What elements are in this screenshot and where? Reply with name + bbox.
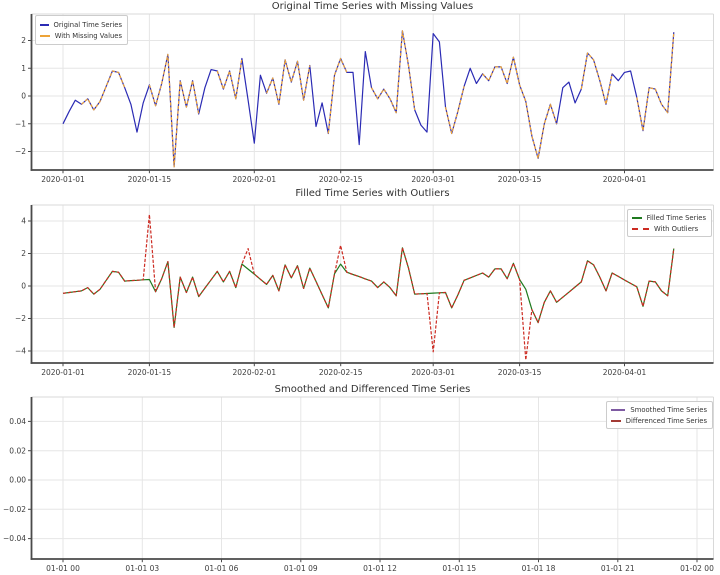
svg-text:2020-01-15: 2020-01-15 [128, 368, 172, 377]
svg-text:2020-04-01: 2020-04-01 [603, 368, 647, 377]
svg-text:2020-03-15: 2020-03-15 [498, 368, 542, 377]
svg-text:2020-03-15: 2020-03-15 [498, 175, 542, 184]
svg-text:−0.02: −0.02 [3, 505, 26, 514]
svg-text:2020-04-01: 2020-04-01 [603, 175, 647, 184]
legend-entry: With Missing Values [40, 32, 122, 41]
svg-text:2020-01-01: 2020-01-01 [41, 368, 85, 377]
svg-text:2020-01-15: 2020-01-15 [128, 175, 172, 184]
line-sample-icon [632, 217, 642, 219]
line-sample-icon [632, 228, 649, 230]
svg-text:−2: −2 [15, 147, 26, 156]
svg-text:0.02: 0.02 [9, 446, 26, 455]
legend-label: Original Time Series [53, 20, 122, 29]
svg-text:0.00: 0.00 [9, 476, 26, 485]
plot2-title: Filled Time Series with Outliers [295, 188, 450, 199]
legend-label: Differenced Time Series [625, 416, 707, 425]
svg-text:−0.04: −0.04 [3, 534, 26, 543]
svg-text:01-01 00: 01-01 00 [46, 564, 80, 573]
svg-text:01-01 12: 01-01 12 [363, 564, 397, 573]
legend-entry: With Outliers [632, 225, 706, 234]
legend-entry: Filled Time Series [632, 214, 706, 223]
svg-text:01-01 18: 01-01 18 [522, 564, 556, 573]
svg-text:2: 2 [21, 249, 26, 258]
svg-text:01-02 00: 01-02 00 [680, 564, 714, 573]
svg-text:0: 0 [21, 92, 26, 101]
svg-text:01-01 06: 01-01 06 [205, 564, 239, 573]
svg-text:2020-01-01: 2020-01-01 [41, 175, 85, 184]
plot1-legend: Original Time Series With Missing Values [35, 15, 128, 45]
svg-text:01-01 03: 01-01 03 [125, 564, 159, 573]
svg-text:2020-02-15: 2020-02-15 [319, 368, 363, 377]
legend-entry: Original Time Series [40, 21, 122, 30]
line-sample-icon [611, 409, 626, 411]
svg-text:2020-03-01: 2020-03-01 [411, 368, 455, 377]
legend-entry: Smoothed Time Series [611, 406, 707, 415]
line-sample-icon [40, 24, 49, 26]
svg-text:4: 4 [21, 217, 26, 226]
svg-text:01-01 21: 01-01 21 [601, 564, 635, 573]
plot3-title: Smoothed and Differenced Time Series [274, 384, 471, 395]
legend-label: With Outliers [654, 224, 699, 233]
svg-text:2: 2 [21, 36, 26, 45]
svg-text:2020-02-01: 2020-02-01 [233, 175, 277, 184]
svg-text:−4: −4 [15, 347, 26, 356]
svg-text:2020-02-15: 2020-02-15 [319, 175, 363, 184]
line-sample-icon [611, 420, 621, 422]
legend-label: Filled Time Series [646, 213, 706, 222]
svg-text:−2: −2 [15, 314, 26, 323]
svg-text:01-01 15: 01-01 15 [442, 564, 476, 573]
svg-text:1: 1 [21, 64, 26, 73]
svg-text:2020-03-01: 2020-03-01 [411, 175, 455, 184]
plot2-legend: Filled Time Series With Outliers [627, 209, 712, 237]
svg-text:0.04: 0.04 [9, 417, 26, 426]
svg-text:−1: −1 [15, 119, 26, 128]
legend-label: With Missing Values [54, 31, 122, 40]
line-sample-icon [40, 35, 50, 37]
svg-text:0: 0 [21, 282, 26, 291]
legend-label: Smoothed Time Series [630, 405, 707, 414]
svg-text:2020-02-01: 2020-02-01 [233, 368, 277, 377]
svg-text:01-01 09: 01-01 09 [284, 564, 318, 573]
plot3-legend: Smoothed Time Series Differenced Time Se… [606, 401, 713, 429]
legend-entry: Differenced Time Series [611, 417, 707, 426]
plot1-title: Original Time Series with Missing Values [271, 1, 474, 12]
